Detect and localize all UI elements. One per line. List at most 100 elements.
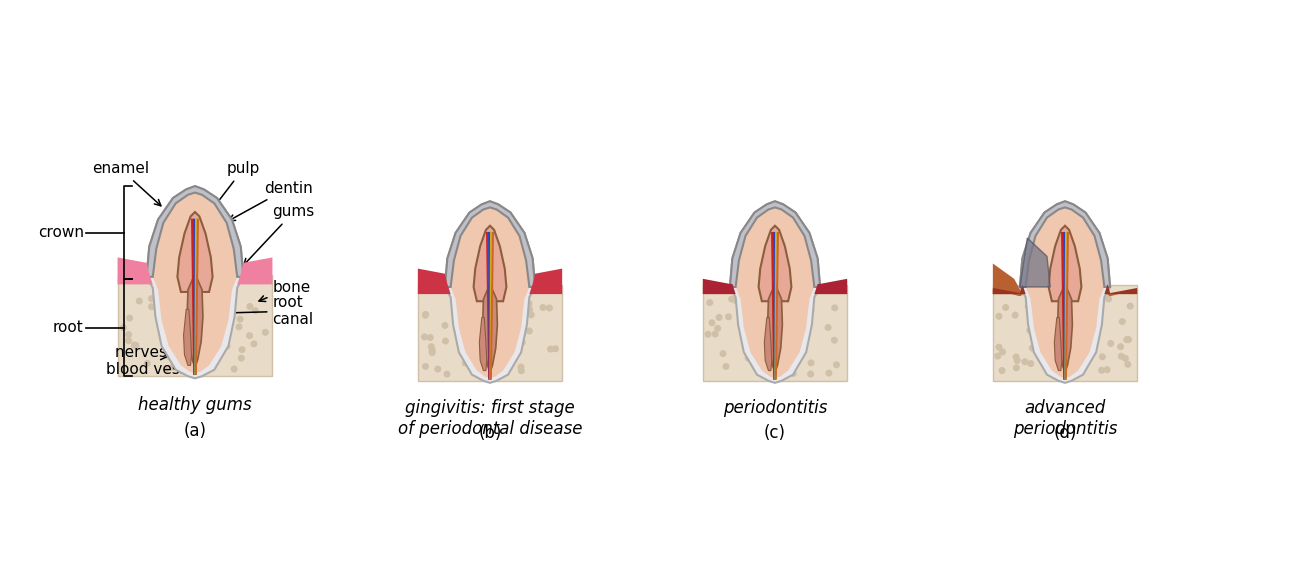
Circle shape [220,288,225,293]
Circle shape [164,366,169,371]
Polygon shape [759,226,791,301]
Circle shape [516,325,521,331]
Circle shape [503,344,508,350]
Polygon shape [1026,207,1104,378]
Circle shape [716,315,722,320]
Circle shape [165,315,171,320]
Polygon shape [735,207,814,378]
Circle shape [422,363,429,369]
Circle shape [508,308,513,314]
Circle shape [748,350,753,355]
Circle shape [788,297,795,303]
Circle shape [709,320,714,325]
Circle shape [466,347,472,353]
Circle shape [474,305,479,311]
Circle shape [996,344,1002,350]
Circle shape [1033,317,1038,323]
Circle shape [1022,359,1028,364]
Circle shape [503,344,508,350]
Polygon shape [444,201,535,287]
Circle shape [782,309,787,315]
Circle shape [1013,365,1020,371]
Text: dentin: dentin [229,181,312,220]
Circle shape [149,296,155,301]
Circle shape [795,300,800,305]
Circle shape [1000,349,1005,355]
Circle shape [518,368,523,374]
Polygon shape [1055,317,1061,371]
Polygon shape [992,290,1024,296]
Polygon shape [479,317,487,371]
Circle shape [518,364,523,370]
Circle shape [168,303,173,308]
Circle shape [144,360,151,366]
Circle shape [208,325,213,331]
Circle shape [207,292,212,297]
Circle shape [1083,332,1089,338]
Circle shape [1105,296,1112,302]
Polygon shape [992,284,1026,294]
Circle shape [724,364,729,369]
Circle shape [430,350,435,355]
Polygon shape [147,186,243,277]
Circle shape [831,305,838,311]
Circle shape [1038,300,1043,305]
Circle shape [746,355,751,361]
Circle shape [422,334,427,340]
Circle shape [251,341,257,347]
Circle shape [759,294,764,299]
Circle shape [1077,311,1082,317]
Circle shape [1118,354,1124,359]
Circle shape [132,343,139,348]
Circle shape [768,308,774,313]
Circle shape [791,304,796,310]
Circle shape [247,304,252,309]
Circle shape [442,323,448,328]
Circle shape [427,335,433,340]
Circle shape [743,325,748,330]
Text: nerves and
blood vessels: nerves and blood vessels [107,344,210,377]
Circle shape [547,305,552,311]
Polygon shape [1020,201,1111,287]
Text: (a): (a) [183,421,207,440]
Circle shape [507,297,512,302]
Circle shape [422,312,429,318]
Circle shape [520,340,525,345]
Circle shape [714,325,721,331]
Circle shape [791,333,796,339]
Circle shape [1076,328,1081,333]
Circle shape [740,331,746,336]
Circle shape [214,317,220,323]
Circle shape [1070,367,1076,373]
Circle shape [444,371,449,377]
Circle shape [733,298,739,303]
Circle shape [522,308,527,313]
Polygon shape [474,226,507,301]
Circle shape [126,332,131,338]
Circle shape [435,366,440,372]
Text: (d): (d) [1053,424,1077,441]
Circle shape [177,360,182,366]
Circle shape [831,338,837,343]
Circle shape [183,331,190,337]
Text: crown: crown [38,225,83,240]
Circle shape [995,353,1000,359]
Circle shape [175,289,181,294]
Circle shape [747,320,752,325]
Polygon shape [703,279,735,294]
Circle shape [1013,354,1018,360]
Circle shape [422,312,429,317]
FancyBboxPatch shape [703,285,847,381]
Text: pulp: pulp [201,161,260,224]
Circle shape [452,309,457,315]
Polygon shape [764,317,772,371]
Circle shape [808,307,813,313]
Circle shape [238,316,243,322]
Circle shape [834,362,839,367]
Polygon shape [418,269,451,294]
Circle shape [170,364,175,370]
Polygon shape [147,186,243,378]
Polygon shape [768,284,782,373]
Circle shape [1091,347,1096,352]
Circle shape [174,311,179,317]
